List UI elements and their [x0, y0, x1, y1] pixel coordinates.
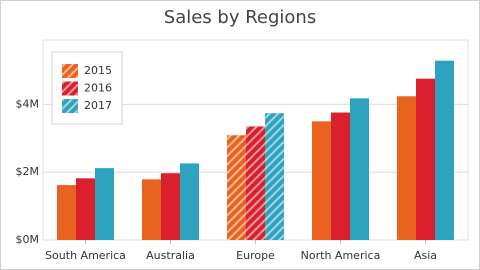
bar [76, 178, 95, 240]
bar [246, 126, 265, 240]
legend-swatch [62, 99, 78, 113]
x-tick-label: Europe [236, 249, 275, 262]
bar [416, 78, 435, 240]
y-tick-label: $0M [16, 233, 40, 246]
bar [227, 135, 246, 240]
legend-swatch [62, 64, 78, 78]
bar [142, 179, 161, 240]
bar [312, 121, 331, 240]
bar [57, 185, 76, 240]
bar [95, 168, 114, 240]
x-tick-label: North America [301, 249, 381, 262]
x-tick-label: Australia [146, 249, 195, 262]
chart-title: Sales by Regions [164, 7, 316, 28]
legend-label: 2015 [84, 64, 112, 77]
legend-label: 2017 [84, 99, 112, 112]
bar [161, 173, 180, 240]
bar [435, 60, 454, 241]
x-tick-label: South America [45, 249, 126, 262]
bar [331, 112, 350, 240]
y-tick-label: $4M [16, 97, 40, 110]
legend-swatch [62, 81, 78, 96]
x-tick-label: Asia [414, 249, 437, 262]
bar [265, 113, 284, 240]
y-tick-label: $2M [16, 165, 40, 178]
bar [180, 163, 199, 240]
bar [350, 98, 369, 240]
bar [397, 96, 416, 241]
legend-label: 2016 [84, 82, 112, 95]
